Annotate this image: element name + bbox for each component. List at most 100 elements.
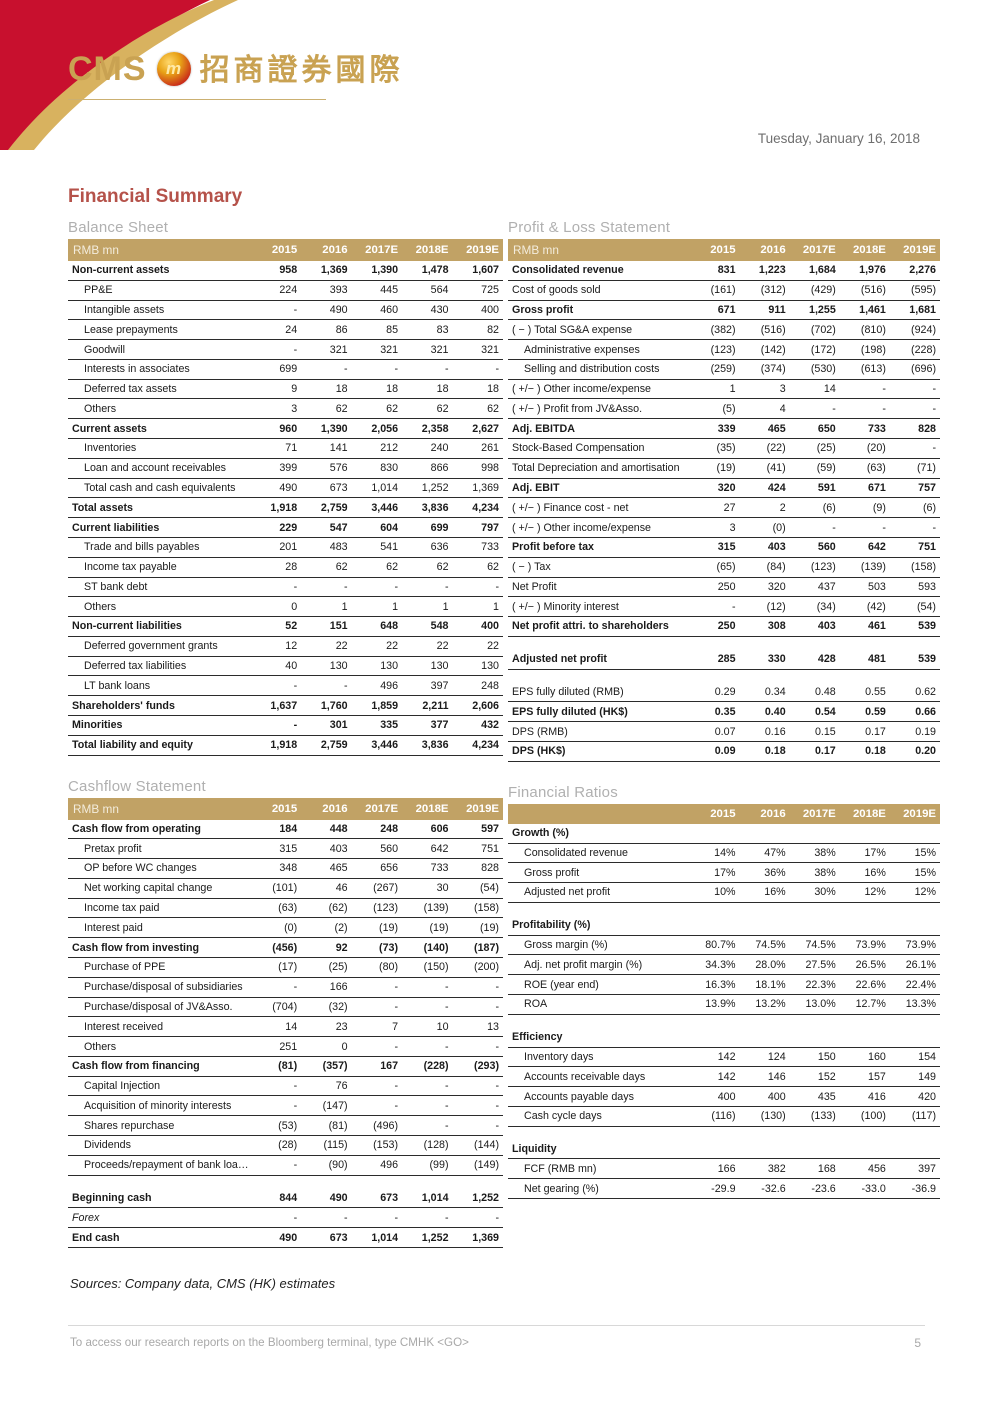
table-row: Purchase/disposal of JV&Asso. (704) (32) - -…	[68, 997, 503, 1018]
row-value: 22	[301, 636, 352, 657]
row-label: Others	[68, 398, 251, 420]
table-row: Current liabilities 229 547 604 699 797	[68, 517, 503, 538]
row-value: -	[250, 300, 302, 321]
row-value: (17)	[250, 957, 302, 978]
row-value: 1,369	[452, 1227, 503, 1248]
row-value: (702)	[789, 319, 840, 341]
row-value: 315	[250, 838, 302, 860]
row-value: 465	[301, 858, 352, 879]
row-value: 416	[839, 1086, 890, 1107]
row-label: Gross profit	[508, 862, 690, 884]
table-row: Cash flow from operating 184 448 248 606 597	[68, 819, 503, 840]
table-row: Inventory days 142 124 150 160 154	[508, 1047, 940, 1068]
row-value: 16.3%	[689, 974, 740, 995]
row-value: 0.18	[839, 741, 890, 762]
row-value: (5)	[689, 398, 740, 420]
row-label: Total liability and equity	[68, 735, 251, 756]
row-value: 18.1%	[739, 974, 790, 995]
row-value: 4	[739, 398, 790, 420]
row-value: 150	[789, 1047, 840, 1068]
row-value: 12.7%	[839, 994, 890, 1015]
row-label: Minorities	[68, 715, 251, 736]
table-row: EPS fully diluted (RMB) 0.29 0.34 0.48 0.55 0…	[508, 682, 940, 703]
table-row: End cash 490 673 1,014 1,252 1,369	[68, 1227, 503, 1248]
row-value: (158)	[889, 557, 940, 578]
row-value: 1	[689, 379, 740, 400]
row-label: DPS (RMB)	[508, 721, 690, 742]
row-value: 400	[452, 300, 503, 321]
table-row: Gross profit 671 911 1,255 1,461 1,681	[508, 300, 940, 321]
row-label: ( +/− ) Other income/expense	[508, 379, 690, 400]
row-value: 38%	[789, 862, 840, 884]
document-date: Tuesday, January 16, 2018	[757, 131, 920, 146]
row-value: (54)	[889, 596, 940, 618]
row-value: 301	[301, 715, 352, 736]
row-value: 866	[402, 458, 453, 479]
row-label: Purchase of PPE	[68, 957, 251, 978]
row-value: 548	[402, 616, 453, 637]
row-value: -	[839, 517, 890, 538]
table-row: Dividends (28) (115) (153) (128) (144)	[68, 1135, 503, 1156]
row-value: -	[301, 675, 352, 697]
row-value: 40	[250, 656, 302, 677]
row-value: 130	[402, 656, 453, 677]
row-value: 26.1%	[889, 954, 940, 976]
row-value: 1,859	[351, 695, 403, 716]
row-value: 1,014	[351, 478, 403, 499]
table-header-row: 2015 2016 2017E 2018E 2019E	[508, 803, 940, 824]
row-value: 733	[402, 858, 453, 879]
row-value: 673	[351, 1188, 403, 1209]
row-label: Income tax payable	[68, 557, 251, 578]
table-header-row: RMB mn 2015 2016 2017E 2018E 2019E	[68, 797, 503, 820]
row-value: (924)	[889, 319, 940, 341]
row-label: Total cash and cash equivalents	[68, 478, 251, 499]
row-value: 2	[739, 497, 790, 519]
row-value: 560	[789, 537, 840, 558]
row-label: Non-current assets	[68, 261, 251, 281]
column-header-2016: 2016	[739, 803, 790, 824]
logo-chinese-text: 招商證券國際	[199, 53, 404, 88]
row-value: (198)	[839, 339, 890, 360]
row-value: (59)	[789, 458, 840, 479]
row-value: 157	[839, 1066, 890, 1088]
row-value: 490	[250, 1227, 302, 1248]
row-label: Interest paid	[68, 917, 251, 939]
table-row: Total Depreciation and amortisation (19)(…	[508, 458, 940, 479]
row-label	[508, 1126, 689, 1140]
row-value: 62	[402, 557, 453, 578]
row-value: 604	[351, 517, 403, 538]
row-value: 142	[689, 1047, 740, 1068]
row-value: (65)	[689, 557, 740, 578]
row-value: 212	[351, 438, 403, 459]
row-value	[840, 636, 890, 650]
row-value: 673	[301, 478, 352, 499]
row-value: (158)	[452, 898, 503, 919]
row-value: 9	[250, 379, 302, 400]
row-value: 642	[402, 838, 453, 860]
row-value: (53)	[250, 1115, 302, 1137]
row-value: 250	[689, 577, 740, 598]
row-value: 673	[301, 1227, 352, 1248]
table-row: Adj. EBIT 320 424 591 671 757	[508, 478, 940, 499]
row-value: 430	[402, 300, 453, 321]
row-value	[840, 902, 890, 916]
row-value	[840, 1126, 890, 1140]
row-value: 751	[452, 838, 503, 860]
row-value: -	[452, 1036, 503, 1057]
row-label: ( +/− ) Other income/expense	[508, 517, 690, 538]
row-value	[790, 636, 840, 650]
row-value: 0.29	[689, 682, 740, 703]
row-value: -	[452, 977, 503, 998]
row-value: 0	[301, 1036, 352, 1057]
row-value: 1,607	[452, 261, 503, 281]
row-value: 73.9%	[889, 935, 940, 956]
row-value: -	[452, 997, 503, 1018]
table-row: ROA 13.9% 13.2% 13.0% 12.7% 13.3%	[508, 994, 940, 1015]
row-label: Net Profit	[508, 577, 690, 598]
row-value: 481	[839, 649, 890, 670]
row-value: 14	[789, 379, 840, 400]
row-value: (496)	[351, 1115, 403, 1137]
row-label: Shareholders' funds	[68, 695, 251, 716]
column-header-2017e: 2017E	[789, 239, 840, 261]
row-value: 18	[452, 379, 503, 400]
